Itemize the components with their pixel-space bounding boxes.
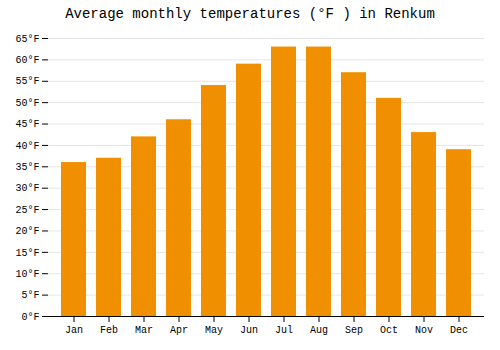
svg-text:Jan: Jan [65,325,83,336]
svg-text:Nov: Nov [415,325,433,336]
svg-text:35°F: 35°F [15,162,39,173]
svg-text:Oct: Oct [380,325,398,336]
svg-text:25°F: 25°F [15,205,39,216]
svg-text:Apr: Apr [170,325,188,336]
svg-text:Feb: Feb [100,325,118,336]
svg-text:Jun: Jun [240,325,258,336]
html-text:Average monthly temperatures (: Average monthly temperatures (°F ) in Re… [65,6,435,22]
svg-text:0°F: 0°F [21,312,39,323]
svg-text:5°F: 5°F [21,290,39,301]
svg-text:45°F: 45°F [15,119,39,130]
svg-text:15°F: 15°F [15,248,39,259]
svg-text:30°F: 30°F [15,183,39,194]
svg-text:Sep: Sep [345,325,363,336]
svg-text:Aug: Aug [310,325,328,336]
svg-text:Jul: Jul [275,325,293,336]
svg-text:May: May [205,325,223,336]
svg-text:Dec: Dec [450,325,468,336]
svg-text:60°F: 60°F [15,55,39,66]
svg-text:55°F: 55°F [15,76,39,87]
svg-text:40°F: 40°F [15,141,39,152]
svg-text:10°F: 10°F [15,269,39,280]
svg-text:50°F: 50°F [15,98,39,109]
svg-text:20°F: 20°F [15,226,39,237]
svg-text:65°F: 65°F [15,34,39,45]
svg-text:Mar: Mar [135,325,153,336]
